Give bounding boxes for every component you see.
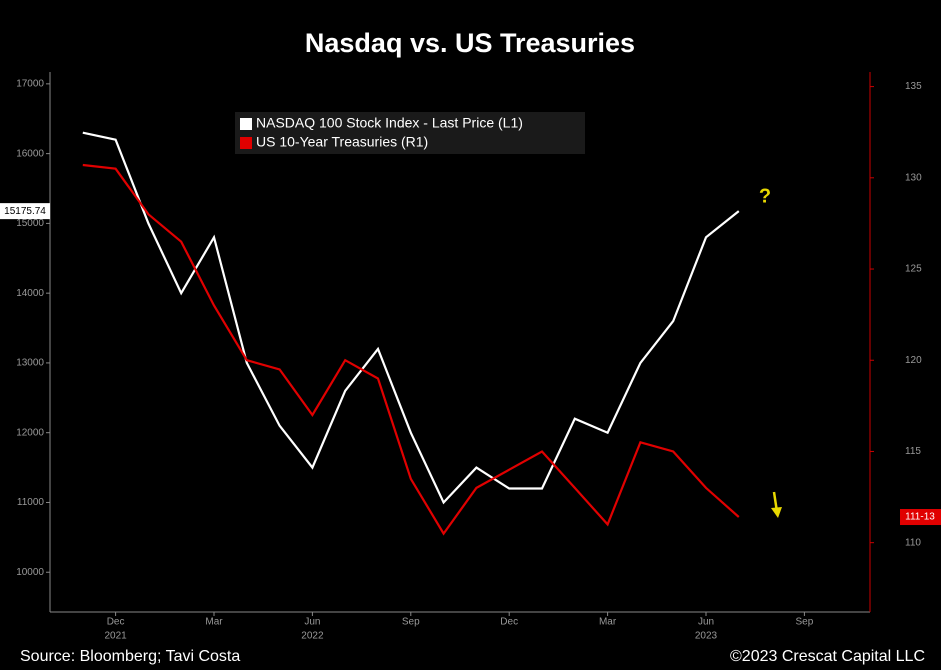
last-value-label: 111-13 bbox=[905, 512, 935, 523]
y2-tick-label: 135 bbox=[905, 81, 922, 92]
last-value-box bbox=[0, 203, 50, 220]
legend-swatch bbox=[240, 118, 252, 130]
annotation: ? bbox=[759, 185, 771, 207]
chart-title: Nasdaq vs. US Treasuries bbox=[305, 28, 635, 58]
x-tick-label: Sep bbox=[402, 617, 420, 628]
y2-tick-label: 120 bbox=[905, 355, 922, 366]
x-tick-label: Dec bbox=[107, 617, 125, 628]
year-label: 2021 bbox=[104, 631, 127, 642]
y-tick-label: 10000 bbox=[16, 567, 44, 578]
y-tick-label: 15000 bbox=[16, 218, 44, 229]
y2-tick-label: 110 bbox=[905, 537, 921, 548]
x-tick-label: Jun bbox=[304, 617, 320, 628]
y2-tick-label: 125 bbox=[905, 264, 922, 275]
series-line bbox=[82, 163, 740, 536]
year-label: 2023 bbox=[695, 631, 718, 642]
x-tick-label: Sep bbox=[796, 617, 814, 628]
x-tick-label: Mar bbox=[205, 617, 223, 628]
y-tick-label: 11000 bbox=[17, 497, 45, 508]
year-label: 2022 bbox=[301, 631, 324, 642]
y-tick-label: 12000 bbox=[16, 427, 44, 438]
y-tick-label: 13000 bbox=[16, 358, 44, 369]
source: Source: Bloomberg; Tavi Costa bbox=[20, 648, 240, 665]
y2-tick-label: 115 bbox=[905, 446, 921, 457]
x-tick-label: Dec bbox=[500, 617, 518, 628]
x-tick-label: Jun bbox=[698, 617, 714, 628]
copyright: ©2023 Crescat Capital LLC bbox=[730, 648, 925, 665]
legend-box bbox=[235, 112, 585, 154]
down-arrow bbox=[771, 491, 782, 518]
legend-label: NASDAQ 100 Stock Index - Last Price (L1) bbox=[256, 115, 523, 131]
y-tick-label: 16000 bbox=[16, 148, 44, 159]
legend-label: US 10-Year Treasuries (R1) bbox=[256, 134, 428, 150]
y-tick-label: 17000 bbox=[16, 79, 44, 90]
x-tick-label: Mar bbox=[599, 617, 617, 628]
y-tick-label: 14000 bbox=[16, 288, 44, 299]
y2-tick-label: 130 bbox=[905, 172, 922, 183]
legend-swatch bbox=[240, 137, 252, 149]
last-value-box bbox=[900, 509, 941, 526]
last-value-label: 15175.74 bbox=[4, 206, 46, 217]
series-line bbox=[82, 131, 740, 505]
